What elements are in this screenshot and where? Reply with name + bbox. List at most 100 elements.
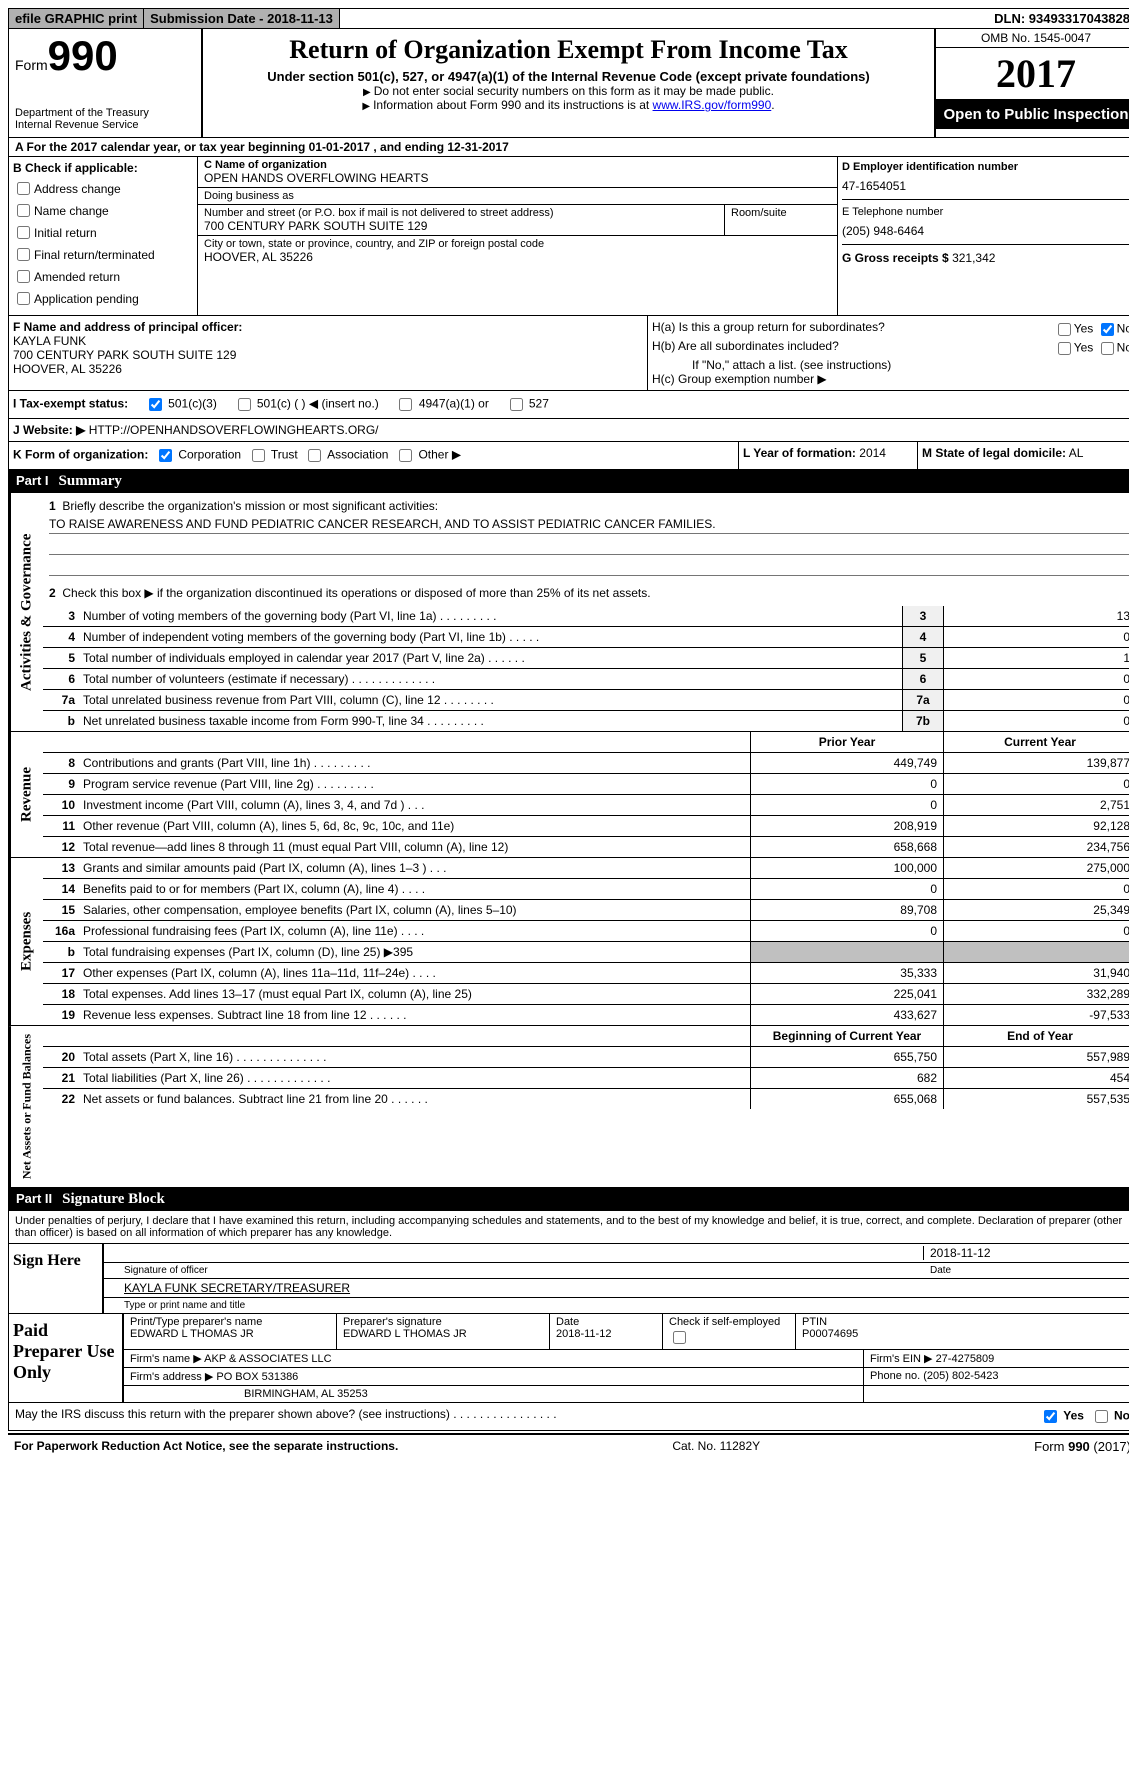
sign-here-label: Sign Here	[9, 1244, 104, 1313]
firm-addr: PO BOX 531386	[216, 1371, 298, 1383]
chk-application-pending[interactable]	[17, 292, 30, 305]
tel-label: E Telephone number	[842, 206, 1129, 218]
footer-mid: Cat. No. 11282Y	[672, 1439, 760, 1454]
chk-discuss-yes[interactable]	[1044, 1410, 1057, 1423]
footer: For Paperwork Reduction Act Notice, see …	[8, 1433, 1129, 1458]
header-right: OMB No. 1545-0047 2017 Open to Public In…	[934, 29, 1129, 137]
header: Form990 Department of the Treasury Inter…	[8, 29, 1129, 138]
tax-year: 2017	[936, 48, 1129, 100]
year-form-val: 2014	[859, 446, 886, 460]
hc-label: H(c) Group exemption number ▶	[652, 372, 1129, 386]
header-left: Form990 Department of the Treasury Inter…	[9, 29, 203, 137]
paid-preparer-label: Paid Preparer Use Only	[9, 1314, 124, 1402]
firm-city: BIRMINGHAM, AL 35253	[124, 1386, 864, 1402]
discuss-row: May the IRS discuss this return with the…	[8, 1403, 1129, 1431]
omb-number: OMB No. 1545-0047	[936, 29, 1129, 48]
sig-officer-label: Signature of officer	[124, 1265, 924, 1276]
chk-amended-return[interactable]	[17, 270, 30, 283]
section-governance: Activities & Governance 1 Briefly descri…	[8, 493, 1129, 732]
room-label: Room/suite	[725, 205, 837, 235]
hb-label: H(b) Are all subordinates included?	[652, 339, 839, 358]
chk-4947[interactable]	[399, 398, 412, 411]
prep-sig: EDWARD L THOMAS JR	[343, 1328, 543, 1340]
row-a: A For the 2017 calendar year, or tax yea…	[8, 138, 1129, 157]
mission-label: Briefly describe the organization's miss…	[62, 499, 438, 513]
firm-name: AKP & ASSOCIATES LLC	[204, 1353, 331, 1365]
main-grid: B Check if applicable: Address change Na…	[8, 157, 1129, 316]
gross-label: G Gross receipts $	[842, 251, 949, 265]
irs-label: Internal Revenue Service	[15, 119, 195, 131]
footer-left: For Paperwork Reduction Act Notice, see …	[14, 1439, 398, 1454]
chk-hb-no[interactable]	[1101, 342, 1114, 355]
chk-assoc[interactable]	[308, 449, 321, 462]
prep-date: 2018-11-12	[556, 1328, 656, 1340]
city-value: HOOVER, AL 35226	[204, 250, 831, 264]
chk-hb-yes[interactable]	[1058, 342, 1071, 355]
note2: Information about Form 990 and its instr…	[362, 98, 652, 112]
ha-label: H(a) Is this a group return for subordin…	[652, 320, 885, 339]
vlabel-expenses: Expenses	[9, 858, 43, 1025]
state-domicile-val: AL	[1069, 446, 1084, 460]
sig-officer-name: KAYLA FUNK SECRETARY/TREASURER	[124, 1281, 350, 1295]
chk-ha-yes[interactable]	[1058, 323, 1071, 336]
signature-block: Under penalties of perjury, I declare th…	[8, 1211, 1129, 1314]
irs-link[interactable]: www.IRS.gov/form990	[653, 98, 772, 112]
chk-trust[interactable]	[252, 449, 265, 462]
chk-address-change[interactable]	[17, 182, 30, 195]
form-label: Form	[15, 57, 48, 73]
form-title: Return of Organization Exempt From Incom…	[209, 35, 928, 65]
chk-501c3[interactable]	[149, 398, 162, 411]
form-number: 990	[48, 32, 118, 79]
officer-label: F Name and address of principal officer:	[13, 320, 242, 334]
sig-date-label: Date	[924, 1265, 1129, 1276]
website-label: J Website: ▶	[13, 423, 85, 437]
row-i: I Tax-exempt status: 501(c)(3) 501(c) ( …	[8, 391, 1129, 419]
vlabel-revenue: Revenue	[9, 732, 43, 857]
chk-ha-no[interactable]	[1101, 323, 1114, 336]
submission-date: Submission Date - 2018-11-13	[144, 9, 340, 28]
hb-note: If "No," attach a list. (see instruction…	[652, 358, 1129, 372]
chk-discuss-no[interactable]	[1095, 1410, 1108, 1423]
col-c: C Name of organization OPEN HANDS OVERFL…	[198, 157, 838, 315]
addr-value: 700 CENTURY PARK SOUTH SUITE 129	[204, 219, 718, 233]
part1-header: Part ISummary	[8, 470, 1129, 493]
chk-527[interactable]	[510, 398, 523, 411]
prior-year-hdr: Prior Year	[750, 732, 943, 752]
state-domicile-label: M State of legal domicile:	[922, 446, 1066, 460]
row-k: K Form of organization: Corporation Trus…	[8, 442, 1129, 470]
firm-phone: (205) 802-5423	[923, 1370, 998, 1382]
preparer-block: Paid Preparer Use Only Print/Type prepar…	[8, 1314, 1129, 1403]
public-inspection: Open to Public Inspection	[936, 100, 1129, 129]
chk-initial-return[interactable]	[17, 226, 30, 239]
part2-header: Part IISignature Block	[8, 1188, 1129, 1211]
dba-label: Doing business as	[204, 190, 831, 202]
chk-501c[interactable]	[238, 398, 251, 411]
row-f: F Name and address of principal officer:…	[8, 316, 1129, 391]
website-url: HTTP://OPENHANDSOVERFLOWINGHEARTS.ORG/	[89, 423, 379, 437]
sig-name-label: Type or print name and title	[104, 1298, 1129, 1313]
dln: DLN: 93493317043828	[340, 9, 1129, 28]
chk-final-return[interactable]	[17, 248, 30, 261]
addr-label: Number and street (or P.O. box if mail i…	[204, 207, 718, 219]
note1: Do not enter social security numbers on …	[209, 84, 928, 98]
prep-name: EDWARD L THOMAS JR	[130, 1328, 330, 1340]
dept-label: Department of the Treasury	[15, 107, 195, 119]
chk-other[interactable]	[399, 449, 412, 462]
vlabel-balances: Net Assets or Fund Balances	[9, 1026, 43, 1187]
org-name-label: C Name of organization	[204, 159, 327, 171]
form-subtitle: Under section 501(c), 527, or 4947(a)(1)…	[209, 69, 928, 84]
discuss-text: May the IRS discuss this return with the…	[15, 1407, 557, 1426]
gross-value: 321,342	[952, 251, 995, 265]
vlabel-governance: Activities & Governance	[9, 493, 43, 731]
chk-name-change[interactable]	[17, 204, 30, 217]
chk-corp[interactable]	[159, 449, 172, 462]
header-mid: Return of Organization Exempt From Incom…	[203, 29, 934, 137]
line2-text: Check this box ▶ if the organization dis…	[62, 586, 650, 600]
form-org-label: K Form of organization:	[13, 448, 148, 462]
firm-ein: 27-4275809	[936, 1353, 995, 1365]
officer-addr1: 700 CENTURY PARK SOUTH SUITE 129	[13, 348, 643, 362]
chk-self-employed[interactable]	[673, 1331, 686, 1344]
efile-label: efile GRAPHIC print	[9, 9, 144, 28]
end-year-hdr: End of Year	[943, 1026, 1129, 1046]
tax-status-label: I Tax-exempt status:	[13, 397, 128, 411]
